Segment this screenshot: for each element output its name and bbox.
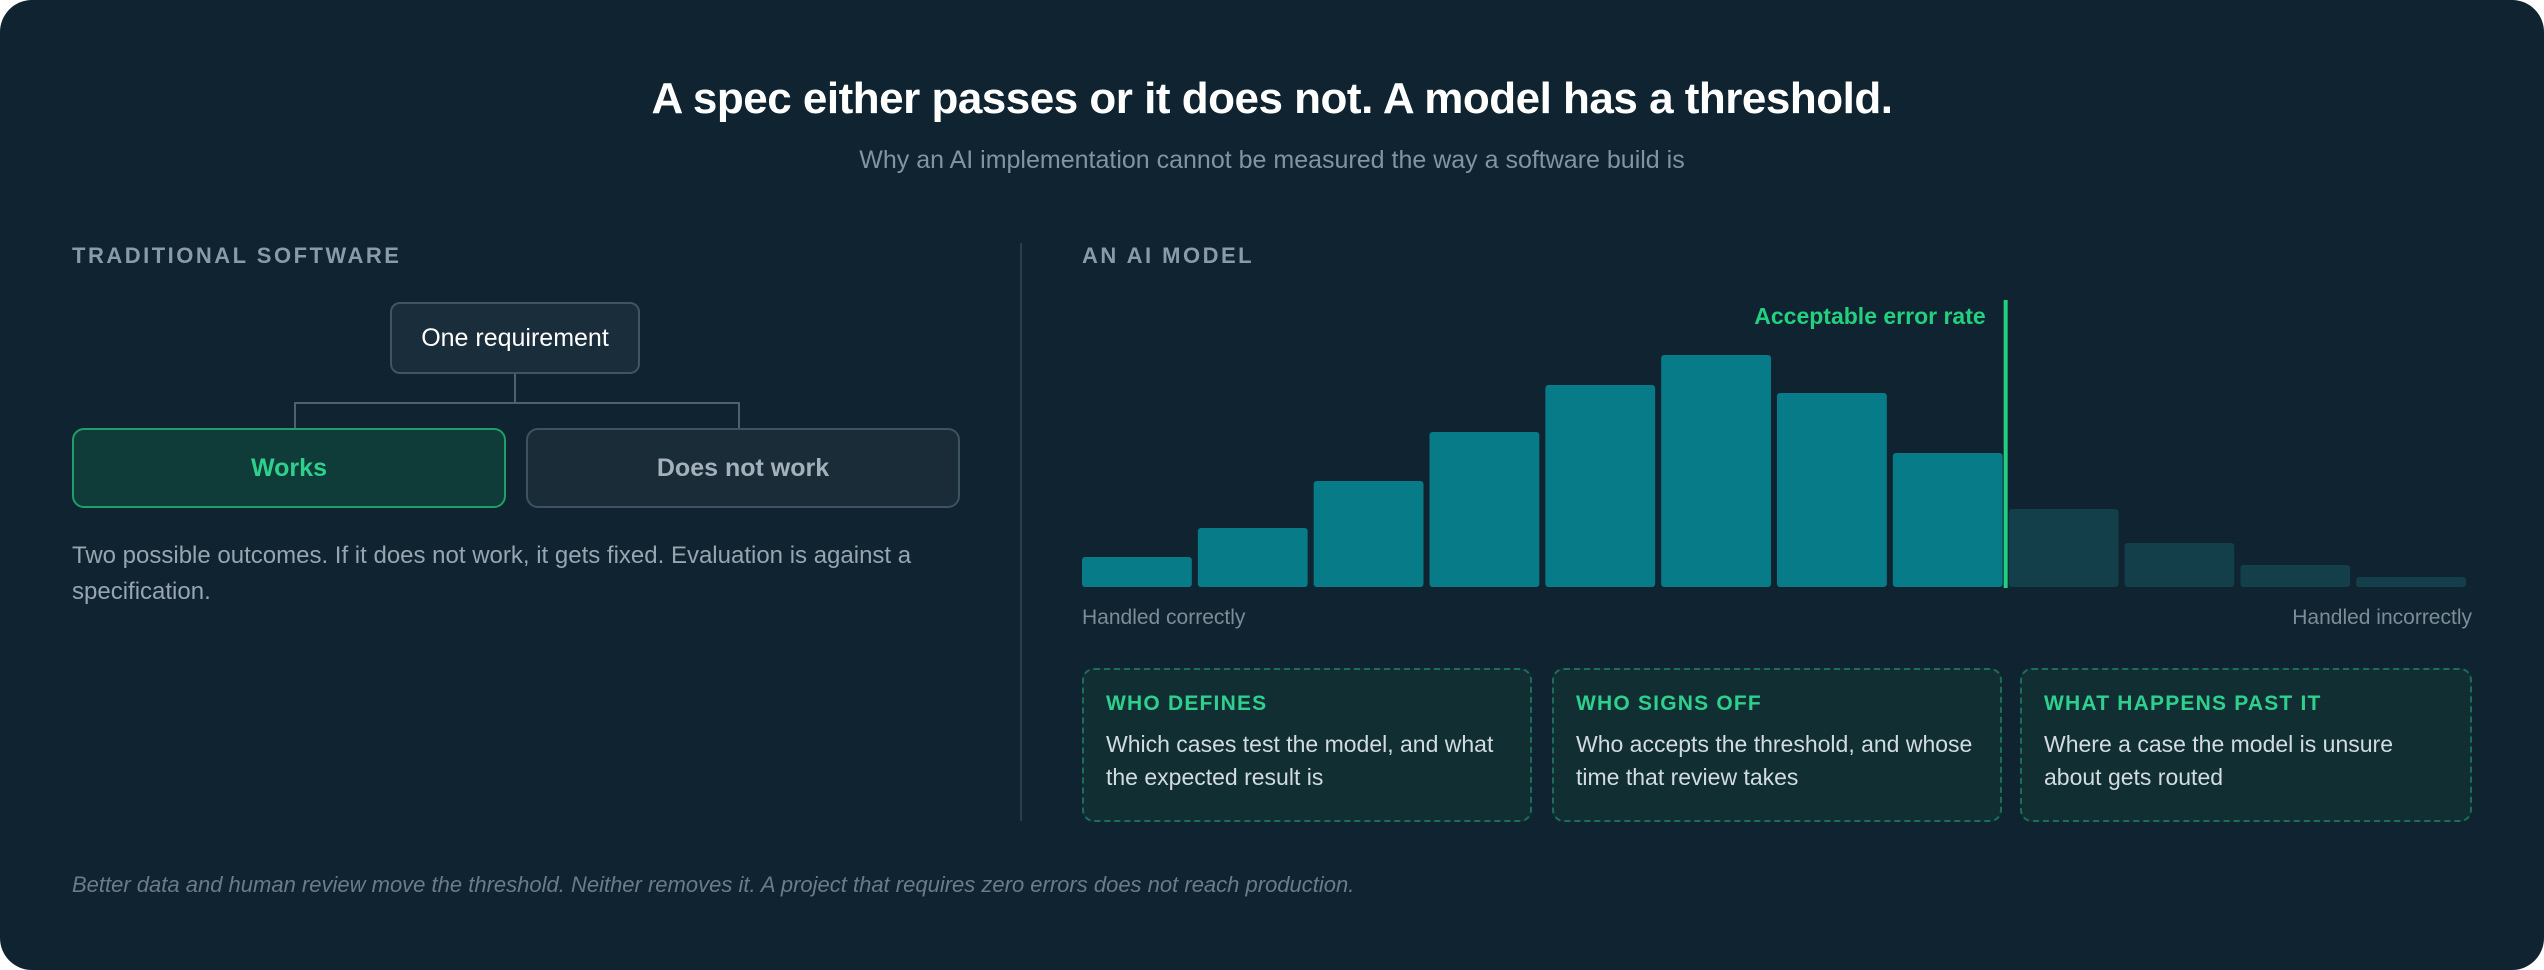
what-happens-past-card: WHAT HAPPENS PAST IT Where a case the mo…: [2020, 668, 2472, 822]
page-subtitle: Why an AI implementation cannot be measu…: [859, 146, 1685, 174]
axis-label-incorrect: Handled incorrectly: [2292, 606, 2472, 629]
tree-connector-bar: [294, 402, 740, 404]
who-signs-off-card: WHO SIGNS OFF Who accepts the threshold,…: [1552, 668, 2002, 822]
histogram-bar: [1892, 453, 2003, 587]
histogram-bar: [2124, 543, 2235, 587]
ai-model-label: AN AI MODEL: [1082, 243, 1255, 268]
histogram-bar: [1313, 481, 1424, 587]
what-happens-past-text: Where a case the model is unsure about g…: [2044, 731, 2394, 790]
requirement-node: One requirement: [390, 302, 640, 374]
histogram-bar: [1777, 393, 1887, 587]
histogram-bar: [1197, 528, 1308, 587]
who-signs-off-text: Who accepts the threshold, and whose tim…: [1576, 731, 1973, 790]
histogram-bar: [2356, 577, 2466, 587]
histogram-bar: [2008, 509, 2119, 587]
tree-connector-stem: [514, 374, 516, 402]
threshold-label: Acceptable error rate: [1754, 303, 1985, 329]
histogram-bar: [2240, 565, 2351, 587]
works-node: Works: [72, 428, 506, 508]
histogram-bar: [1661, 355, 1771, 587]
traditional-description: Two possible outcomes. If it does not wo…: [72, 542, 912, 605]
histogram-bar: [1545, 385, 1656, 587]
traditional-software-label: TRADITIONAL SOFTWARE: [72, 243, 402, 268]
who-defines-text: Which cases test the model, and what the…: [1106, 731, 1494, 790]
what-happens-past-title: WHAT HAPPENS PAST IT: [2044, 692, 2322, 715]
who-signs-off-title: WHO SIGNS OFF: [1576, 692, 1762, 715]
axis-label-correct: Handled correctly: [1082, 606, 1246, 629]
does-not-work-node: Does not work: [526, 428, 960, 508]
histogram-bar: [1429, 432, 1540, 587]
who-defines-title: WHO DEFINES: [1106, 692, 1268, 715]
histogram-bar: [1082, 557, 1192, 587]
tree-connector-right: [738, 402, 740, 428]
section-divider: [1020, 243, 1022, 821]
page-title: A spec either passes or it does not. A m…: [651, 74, 1893, 123]
who-defines-card: WHO DEFINES Which cases test the model, …: [1082, 668, 1532, 822]
tree-connector-left: [294, 402, 296, 428]
footnote: Better data and human review move the th…: [72, 872, 1355, 897]
error-distribution-chart: Acceptable error rate: [1082, 300, 2466, 588]
